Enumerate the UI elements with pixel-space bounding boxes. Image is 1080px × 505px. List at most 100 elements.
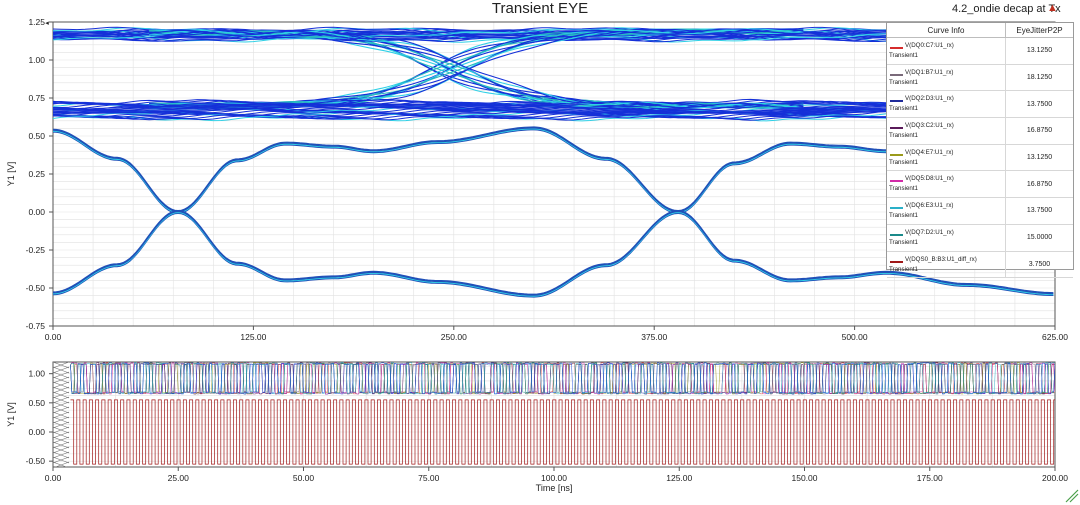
dq-wave-trace — [70, 362, 1055, 395]
legend-row[interactable]: V(DQ7:D2:U1_rx) Transient1 15.0000 — [887, 224, 1073, 252]
x-tick-label: 50.00 — [293, 473, 315, 483]
y-tick-label: -0.75 — [26, 321, 46, 331]
legend-jitter-value: 13.7500 — [1026, 207, 1053, 215]
legend-curve-name: V(DQ4:E7:U1_rx) — [905, 148, 954, 156]
hatch-line — [53, 456, 70, 464]
warning-icon[interactable]: ▲ — [1047, 2, 1058, 14]
legend-solution-name: Transient1 — [889, 238, 919, 246]
legend-curve-info: V(DQ1:B7:U1_rx) Transient1 — [887, 64, 1006, 91]
x-tick-label: 250.00 — [441, 332, 467, 342]
x-tick-label: 25.00 — [168, 473, 190, 483]
legend-solution-name: Transient1 — [889, 265, 919, 273]
legend-curve-name: V(DQ0:C7:U1_rx) — [905, 42, 954, 49]
hatch-line — [53, 441, 70, 449]
legend-curve-name: V(DQ1:B7:U1_rx) — [905, 68, 954, 76]
legend-curve-info: V(DQ7:D2:U1_rx) Transient1 — [887, 224, 1006, 251]
series-dq-transitions — [53, 28, 1054, 114]
hatch-line — [53, 376, 70, 384]
legend-curve-info: V(DQ5:D8:U1_rx) Transient1 — [887, 171, 1006, 198]
legend-curve-name: V(DQS0_B:B3:U1_diff_rx) — [905, 255, 977, 263]
legend-curve-info: V(DQ2:D3:U1_rx) Transient1 — [887, 91, 1006, 118]
legend-curve-info: V(DQ6:E3:U1_rx) Transient1 — [887, 198, 1006, 224]
legend-row[interactable]: V(DQ6:E3:U1_rx) Transient1 13.7500 — [887, 198, 1073, 225]
hatch-line — [53, 386, 70, 394]
hatch-line — [53, 446, 70, 454]
legend-row[interactable]: V(DQ0:C7:U1_rx) Transient1 13.1250 — [887, 38, 1073, 65]
legend-row[interactable]: V(DQ3:C2:U1_rx) Transient1 16.8750 — [887, 118, 1073, 145]
hatch-line — [53, 366, 70, 374]
y-tick-label: 1.00 — [28, 369, 45, 379]
legend-row[interactable]: V(DQ2:D3:U1_rx) Transient1 13.7500 — [887, 91, 1073, 119]
y-axis-label: Y1 [V] — [6, 162, 16, 187]
transient-waveform-chart: 1.00 0.50 0.00 -0.50 0.00 25.00 50.00 75.00 100.… — [6, 361, 1079, 503]
hatch-line — [53, 401, 70, 409]
hatch-line — [53, 421, 70, 429]
dq-wave-trace — [70, 362, 1055, 395]
legend-swatch — [890, 127, 903, 130]
eye-trace — [149, 29, 804, 109]
legend-curve-name: V(DQ2:D3:U1_rx) — [905, 95, 954, 103]
x-axis-label: Time [ns] — [536, 483, 573, 493]
legend-jitter-value: 13.1250 — [1026, 154, 1053, 162]
legend-curve-info: V(DQS0_B:B3:U1_diff_rx) Transient1 — [887, 251, 1006, 278]
plot-area — [53, 362, 1055, 467]
x-tick-label: 200.00 — [1042, 473, 1068, 483]
legend-swatch — [890, 47, 903, 49]
y-tick-label: 0.50 — [28, 398, 45, 408]
x-tick-label: 150.00 — [792, 473, 818, 483]
legend-jitter-value: 16.8750 — [1026, 127, 1053, 135]
series-dq-wave — [70, 362, 1055, 395]
hatch-line — [53, 411, 70, 419]
legend-row[interactable]: V(DQS0_B:B3:U1_diff_rx) Transient1 3.7500 — [887, 251, 1073, 279]
legend-swatch — [890, 153, 903, 156]
hatch-line — [53, 396, 70, 404]
hatch-line — [54, 461, 70, 467]
y-tick-label: -0.50 — [26, 283, 46, 293]
legend-solution-name: Transient1 — [889, 158, 919, 166]
hatch-line — [53, 362, 70, 369]
legend-row[interactable]: V(DQ1:B7:U1_rx) Transient1 18.1250 — [887, 64, 1073, 92]
legend-jitter-value: 15.0000 — [1026, 234, 1053, 242]
legend-row[interactable]: V(DQ4:E7:U1_rx) Transient1 13.1250 — [887, 144, 1073, 172]
legend-solution-name: Transient1 — [889, 105, 919, 113]
legend-jitter-value: 13.7500 — [1026, 100, 1053, 108]
hatch-line — [53, 426, 70, 434]
y-axis-label: Y1 [V] — [6, 402, 16, 427]
y-tick-label: 1.25 — [28, 17, 45, 27]
y-tick-label: -0.25 — [26, 245, 46, 255]
y-tick-label: 0.00 — [28, 207, 45, 217]
legend-jitter-value: 13.1250 — [1026, 47, 1053, 55]
legend-jitter-value: 3.7500 — [1028, 260, 1051, 268]
x-tick-label: 100.00 — [541, 473, 567, 483]
legend-header-curve: Curve Info — [887, 23, 1006, 37]
x-tick-label: 0.00 — [45, 332, 62, 342]
x-tick-label: 500.00 — [842, 332, 868, 342]
legend-curve-info: V(DQ3:C2:U1_rx) Transient1 — [887, 118, 1006, 144]
dqs-trace — [53, 126, 1054, 294]
curve-info-legend: Curve Info EyeJitterP2P V(DQ0:C7:U1_rx) T… — [886, 22, 1074, 279]
legend-curve-name: V(DQ5:D8:U1_rx) — [905, 175, 954, 183]
legend-jitter-value: 18.1250 — [1026, 74, 1053, 82]
x-tick-label: 75.00 — [418, 473, 440, 483]
legend-curve-name: V(DQ3:C2:U1_rx) — [905, 122, 954, 130]
legend-swatch — [890, 73, 903, 76]
hatch-line — [53, 391, 70, 399]
hatch-line — [53, 431, 70, 439]
legend-solution-name: Transient1 — [889, 52, 919, 59]
plot-subtitle: 4.2_ondie decap at Tx — [952, 3, 1061, 15]
chart-title: Transient EYE — [491, 0, 589, 17]
x-tick-label: 625.00 — [1042, 332, 1068, 342]
dqs-trace — [53, 128, 1054, 296]
legend-curve-info: V(DQ0:C7:U1_rx) Transient1 — [887, 38, 1006, 64]
hatch-line — [53, 451, 70, 459]
y-tick-label: 0.00 — [28, 427, 45, 437]
y-tick-label: 1.00 — [28, 55, 45, 65]
legend-swatch — [890, 260, 903, 263]
legend-solution-name: Transient1 — [889, 78, 919, 86]
axis-marker: ◂ — [45, 20, 49, 27]
legend-swatch — [890, 180, 903, 183]
legend-row[interactable]: V(DQ5:D8:U1_rx) Transient1 16.8750 — [887, 171, 1073, 199]
x-tick-label: 125.00 — [666, 473, 692, 483]
legend-swatch — [890, 207, 903, 210]
y-tick-label: 0.50 — [28, 131, 45, 141]
